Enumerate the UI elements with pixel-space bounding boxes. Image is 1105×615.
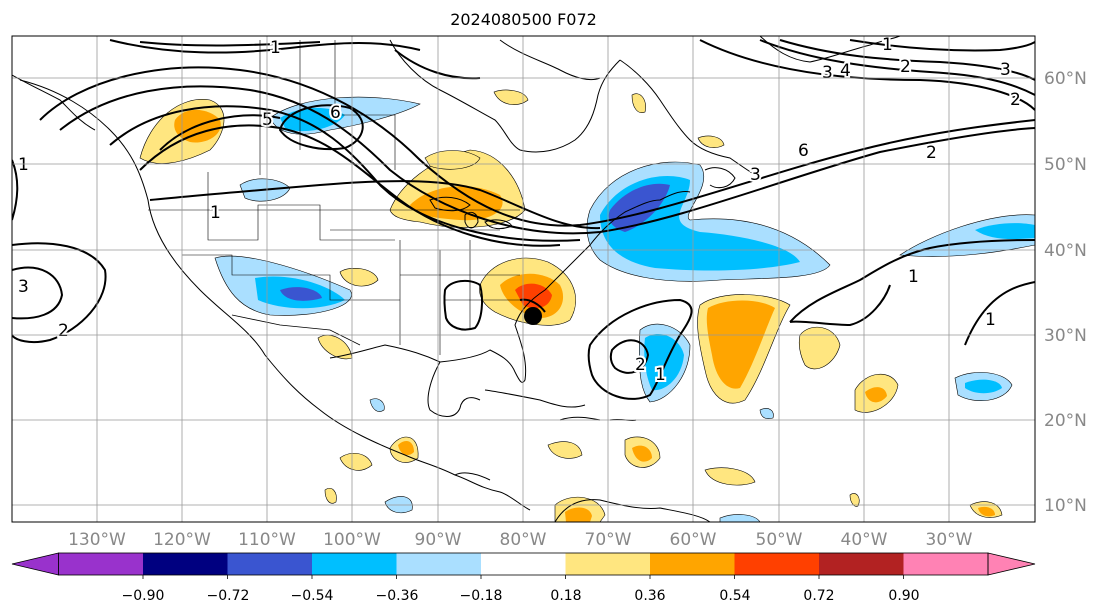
colorbar-tick-label: −0.72 xyxy=(207,588,250,604)
contour-label: 3 xyxy=(750,165,761,185)
coastline-layer xyxy=(12,36,901,522)
colorbar-cell xyxy=(734,553,819,575)
contour-label: 1 xyxy=(985,310,996,330)
contour-label: 1 xyxy=(908,267,919,287)
contour-label: 5 xyxy=(262,110,273,130)
colorbar-tick-label: 0.54 xyxy=(719,588,750,604)
colorbar-tick-label: 0.90 xyxy=(888,588,919,604)
longitude-axis: 130°W 120°W 110°W 100°W 90°W 80°W 70°W 6… xyxy=(68,530,973,550)
lon-tick-label: 90°W xyxy=(415,530,462,550)
contour-label: 3 xyxy=(822,63,833,83)
lon-tick-label: 80°W xyxy=(500,530,547,550)
contour-label: 6 xyxy=(330,103,341,123)
lon-tick-label: 110°W xyxy=(238,530,296,550)
contour-label-layer: 1 1 1 1 1 1 1 2 2 2 2 2 3 3 3 3 4 5 6 6 xyxy=(16,35,1023,387)
lon-tick-label: 50°W xyxy=(756,530,803,550)
contour-label: 1 xyxy=(270,38,281,58)
lon-tick-label: 60°W xyxy=(670,530,717,550)
latitude-axis: 60°N 50°N 40°N 30°N 20°N 10°N xyxy=(1044,69,1087,516)
contour-label: 2 xyxy=(58,321,69,341)
contour-label: 2 xyxy=(926,143,937,163)
lon-tick-label: 130°W xyxy=(68,530,126,550)
lon-tick-label: 100°W xyxy=(323,530,381,550)
colorbar-cell xyxy=(565,553,650,575)
contour-label: 3 xyxy=(1000,60,1011,80)
lat-tick-label: 20°N xyxy=(1044,411,1087,431)
storm-center-marker xyxy=(524,307,542,325)
colorbar-cell xyxy=(58,553,143,575)
colorbar-cell xyxy=(481,553,566,575)
colorbar-ticks xyxy=(142,575,904,579)
lat-tick-label: 40°N xyxy=(1044,241,1087,261)
colorbar-tick-label: −0.90 xyxy=(122,588,165,604)
colorbar-tick-label: 0.18 xyxy=(550,588,581,604)
lon-tick-label: 120°W xyxy=(153,530,211,550)
contour-label: 1 xyxy=(210,203,221,223)
colorbar-cell xyxy=(143,553,228,575)
contour-label: 4 xyxy=(840,61,851,81)
lon-tick-label: 40°W xyxy=(841,530,888,550)
contour-label: 1 xyxy=(655,365,666,385)
contour-label: 1 xyxy=(882,35,893,55)
colorbar-tick-label: 0.72 xyxy=(803,588,834,604)
contour-label: 2 xyxy=(635,355,646,375)
colorbar-cells xyxy=(11,552,1036,576)
colorbar-tick-labels: −0.90 −0.72 −0.54 −0.36 −0.18 0.18 0.36 … xyxy=(122,588,920,604)
contour-label: 6 xyxy=(798,141,809,161)
colorbar: −0.90 −0.72 −0.54 −0.36 −0.18 0.18 0.36 … xyxy=(11,552,1036,604)
colorbar-tick-label: −0.36 xyxy=(376,588,419,604)
colorbar-cell xyxy=(903,553,988,575)
lon-tick-label: 70°W xyxy=(585,530,632,550)
lat-tick-label: 50°N xyxy=(1044,155,1087,175)
colorbar-cell xyxy=(312,553,397,575)
plot-frame xyxy=(11,35,1036,523)
contour-label: 2 xyxy=(900,57,911,77)
colorbar-tick-label: −0.18 xyxy=(460,588,503,604)
colorbar-cell xyxy=(819,553,904,575)
contour-label: 2 xyxy=(1010,90,1021,110)
lon-tick-label: 30°W xyxy=(926,530,973,550)
map-title: 2024080500 F072 xyxy=(450,10,597,29)
anomaly-fill-layer xyxy=(139,89,1035,522)
lat-tick-label: 30°N xyxy=(1044,326,1087,346)
contour-label: 1 xyxy=(18,155,29,175)
gridline-layer xyxy=(12,36,1035,522)
contour-layer xyxy=(12,39,1035,400)
colorbar-tick-label: 0.36 xyxy=(634,588,665,604)
colorbar-frame xyxy=(58,552,989,576)
colorbar-cell xyxy=(227,553,312,575)
lat-tick-label: 60°N xyxy=(1044,69,1087,89)
colorbar-cell xyxy=(396,553,481,575)
colorbar-cell xyxy=(650,553,735,575)
colorbar-extend-min xyxy=(11,552,59,576)
lat-tick-label: 10°N xyxy=(1044,496,1087,516)
contour-label: 3 xyxy=(18,277,29,297)
colorbar-tick-label: −0.54 xyxy=(291,588,334,604)
colorbar-extend-max xyxy=(987,552,1036,576)
